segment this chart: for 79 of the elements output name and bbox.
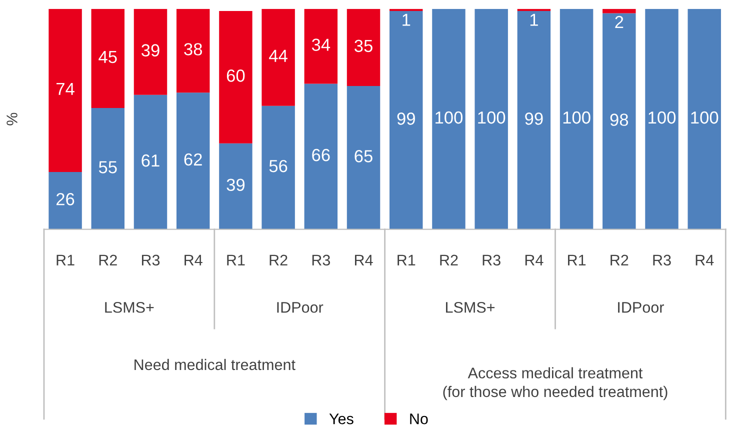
bar	[219, 11, 252, 144]
bar	[346, 8, 380, 86]
bar	[48, 8, 82, 172]
bar	[219, 143, 252, 230]
text: Access medical treatment (for those who needed treatment)	[443, 367, 668, 400]
x-tick-label: R2	[270, 254, 288, 266]
bar	[517, 8, 551, 12]
data-label: 35	[354, 40, 372, 52]
x-tick-label: R1	[398, 254, 416, 266]
x-tick-label: R2	[440, 254, 458, 266]
text: IDPoor	[618, 302, 664, 313]
data-label: 55	[98, 161, 117, 174]
x-tick-label: R1	[227, 254, 245, 266]
x-tick-label: R4	[184, 254, 202, 266]
bar	[432, 8, 466, 230]
data-label: 99	[397, 112, 415, 125]
data-label: 1	[530, 14, 538, 26]
bar	[390, 8, 423, 12]
data-label: 99	[525, 112, 543, 125]
text: IDPoor	[277, 302, 324, 313]
data-label: 98	[610, 114, 628, 126]
x-tick-label: R4	[355, 254, 373, 266]
bar	[688, 8, 721, 230]
x-tick-label: R4	[696, 254, 714, 266]
data-label: 34	[312, 38, 330, 51]
legend-label: No	[410, 414, 428, 424]
data-label: 100	[436, 111, 463, 124]
x-tick-label: R1	[56, 254, 74, 266]
bar	[346, 86, 380, 230]
x-tick-label: R3	[482, 254, 500, 266]
bar	[602, 13, 636, 230]
data-label: 100	[648, 111, 676, 124]
bar	[91, 108, 125, 230]
data-label: 65	[354, 150, 372, 162]
data-label: 44	[269, 50, 288, 62]
bar	[262, 8, 295, 106]
bar	[645, 8, 678, 230]
data-label: 39	[226, 178, 245, 191]
x-tick-label: R3	[142, 254, 160, 266]
data-label: 2	[615, 16, 624, 28]
data-label: 62	[184, 153, 202, 166]
legend-label: Yes	[329, 414, 354, 424]
bar	[262, 106, 295, 230]
data-label: 1	[402, 14, 410, 26]
x-tick-label: R2	[610, 254, 628, 266]
bar	[176, 92, 210, 230]
bar	[134, 8, 168, 95]
bar	[517, 11, 551, 230]
bar	[48, 172, 82, 230]
data-label: 61	[142, 154, 160, 167]
data-label: 100	[563, 111, 590, 124]
text: LSMS+	[105, 302, 154, 313]
y-axis-title: %	[6, 112, 18, 126]
x-tick-label: R4	[525, 254, 544, 266]
bar	[304, 8, 338, 84]
bar	[560, 8, 594, 230]
x-tick-label: R1	[568, 254, 586, 266]
data-label: 100	[478, 111, 506, 124]
data-label: 60	[226, 70, 245, 82]
data-label: 56	[269, 160, 288, 172]
text: LSMS+	[446, 302, 495, 313]
bar	[176, 8, 210, 93]
data-label: 66	[312, 148, 330, 162]
data-label: 38	[184, 43, 202, 56]
x-tick-label: R2	[99, 254, 117, 266]
x-tick-label: R3	[312, 254, 330, 266]
data-label: 100	[691, 111, 718, 124]
bar	[134, 94, 168, 230]
bar	[304, 84, 338, 230]
bar	[474, 8, 508, 230]
data-label: 26	[56, 193, 74, 206]
bar	[602, 8, 636, 14]
data-label: 39	[142, 44, 160, 56]
data-label: 74	[56, 82, 74, 95]
text: Need medical treatment	[134, 358, 296, 370]
bar	[390, 11, 423, 230]
x-tick-label: R3	[653, 254, 671, 266]
data-label: 45	[98, 50, 117, 64]
bar	[91, 8, 125, 108]
